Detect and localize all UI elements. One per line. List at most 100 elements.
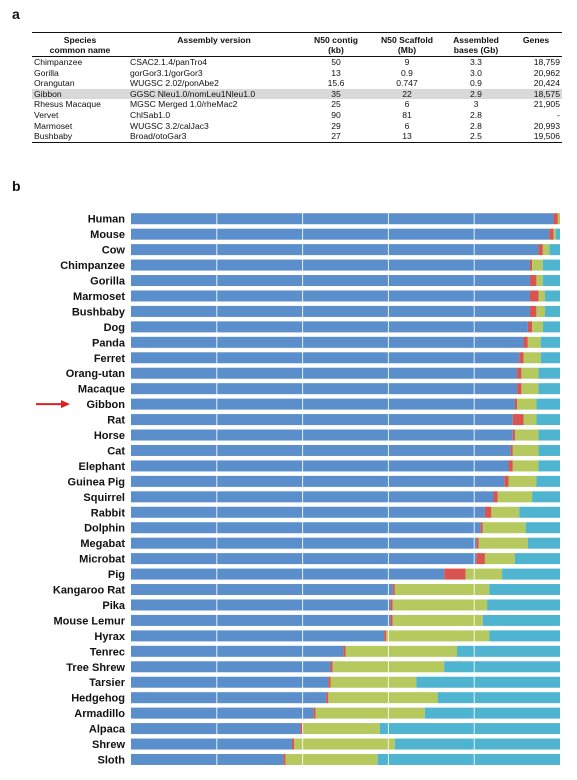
bar-segment-horse-s0 bbox=[131, 429, 513, 441]
bar-segment-panda-s3 bbox=[540, 336, 560, 348]
bar-segment-hyrax-s3 bbox=[489, 630, 560, 642]
bar-segment-megabat-s3 bbox=[527, 537, 560, 549]
bar-segment-armadillo-s3 bbox=[424, 707, 560, 719]
bar-segment-orang-utan-s3 bbox=[538, 367, 560, 379]
table-row: Gorilla gorGor3.1/gorGor3 13 0.9 3.0 20,962 bbox=[32, 68, 562, 79]
table-cell: 27 bbox=[331, 131, 341, 142]
bar-segment-macaque-s2 bbox=[521, 383, 539, 395]
bar-segment-alpaca-s0 bbox=[131, 723, 301, 735]
species-label: Cat bbox=[107, 445, 125, 457]
table-cell: Chimpanzee bbox=[34, 57, 83, 67]
bar-segment-gibbon-s3 bbox=[536, 398, 560, 410]
species-label: Marmoset bbox=[73, 291, 125, 303]
bar-segment-shrew-s1 bbox=[291, 738, 295, 750]
bar-segment-dolphin-s2 bbox=[482, 522, 526, 534]
table-cell: GGSC Nleu1.0/nomLeu1Nleu1.0 bbox=[128, 88, 300, 100]
bar-segment-rabbit-s1 bbox=[484, 506, 492, 518]
bar-segment-armadillo-s2 bbox=[315, 707, 425, 719]
species-label: Rabbit bbox=[91, 507, 126, 519]
table-cell: 0.9 bbox=[401, 67, 413, 78]
bar-segment-dolphin-s1 bbox=[480, 522, 483, 534]
bar-segment-sloth-s2 bbox=[285, 753, 378, 765]
bar-segment-microbat-s3 bbox=[514, 553, 560, 565]
species-label: Tarsier bbox=[89, 677, 126, 689]
species-label: Microbat bbox=[79, 554, 125, 566]
bar-segment-hedgehog-s3 bbox=[437, 692, 560, 704]
bar-segment-mouse-lemur-s1 bbox=[390, 614, 393, 626]
header-n50-contig: N50 contig (kb) bbox=[314, 35, 358, 55]
bar-segment-rabbit-s2 bbox=[491, 506, 520, 518]
bar-segment-macaque-s3 bbox=[538, 383, 560, 395]
table-cell: 15.6 bbox=[327, 78, 345, 89]
bar-segment-shrew-s2 bbox=[294, 738, 395, 750]
table-cell: 0.747 bbox=[396, 78, 418, 89]
bar-segment-alpaca-s1 bbox=[300, 723, 303, 735]
bar-segment-tarsier-s0 bbox=[131, 676, 329, 688]
panel-b-label: b bbox=[12, 178, 21, 194]
table-cell: 9 bbox=[404, 57, 410, 67]
bar-segment-cat-s1 bbox=[510, 444, 513, 456]
grid-layer bbox=[216, 209, 475, 768]
species-label: Tenrec bbox=[90, 646, 125, 658]
bar-segment-armadillo-s1 bbox=[313, 707, 316, 719]
species-label: Pika bbox=[102, 600, 126, 612]
bar-segment-orang-utan-s0 bbox=[131, 367, 518, 379]
bar-segment-panda-s0 bbox=[131, 336, 524, 348]
bar-segment-bushbaby-s2 bbox=[536, 305, 545, 317]
species-label: Bushbaby bbox=[72, 306, 126, 318]
species-label: Rat bbox=[107, 415, 125, 427]
table-cell: 25 bbox=[331, 99, 341, 110]
species-label: Mouse bbox=[90, 229, 125, 241]
bar-segment-gorilla-s1 bbox=[529, 275, 537, 287]
bar-segment-elephant-s2 bbox=[512, 460, 539, 472]
table-cell: 6 bbox=[404, 99, 410, 110]
bar-segment-rat-s0 bbox=[131, 414, 513, 426]
bar-segment-orang-utan-s1 bbox=[517, 367, 522, 379]
header-n50-scaffold: N50 Scaffold (Mb) bbox=[380, 35, 434, 55]
bar-segment-microbat-s1 bbox=[476, 553, 485, 565]
bar-segment-sloth-s3 bbox=[377, 753, 560, 765]
bar-segment-mouse-lemur-s0 bbox=[131, 614, 391, 626]
bar-segment-pika-s0 bbox=[131, 599, 391, 611]
bar-segment-cow-s1 bbox=[538, 244, 543, 256]
bar-segment-elephant-s3 bbox=[538, 460, 560, 472]
bar-segment-guinea-pig-s3 bbox=[536, 475, 560, 487]
table-cell: Vervet bbox=[34, 109, 59, 120]
bar-segment-tarsier-s2 bbox=[330, 676, 417, 688]
bar-segment-hyrax-s0 bbox=[131, 630, 385, 642]
bar-segment-macaque-s1 bbox=[517, 383, 522, 395]
bar-segment-mouse-s1 bbox=[549, 228, 554, 240]
bar-segment-cow-s2 bbox=[542, 244, 550, 256]
bar-segment-chimpanzee-s3 bbox=[542, 259, 560, 271]
table-cell: 13 bbox=[402, 131, 412, 142]
bar-segment-pika-s2 bbox=[392, 599, 488, 611]
table-cell: Gorilla bbox=[34, 67, 59, 78]
bar-segment-armadillo-s0 bbox=[131, 707, 314, 719]
bar-segment-mouse-s3 bbox=[555, 228, 560, 240]
species-label: Sloth bbox=[98, 754, 126, 766]
busco-stacked-bar-chart: Human Mouse Cow Chimpanzee Gorilla Marmoset Bu… bbox=[36, 209, 560, 768]
table-cell: Orangutan bbox=[34, 78, 75, 89]
table-cell: WUGSC 3.2/calJac3 bbox=[130, 120, 209, 131]
species-label: Shrew bbox=[92, 739, 125, 751]
species-label: Dog bbox=[104, 322, 125, 334]
bar-segment-dolphin-s0 bbox=[131, 522, 481, 534]
species-label: Hedgehog bbox=[71, 693, 125, 705]
panel-a-label: a bbox=[12, 6, 20, 22]
table-cell: gorGor3.1/gorGor3 bbox=[130, 67, 203, 78]
table-cell: 3.3 bbox=[470, 57, 482, 67]
table-cell: WUGSC 2.02/ponAbe2 bbox=[130, 78, 219, 89]
bar-segment-pig-s1 bbox=[444, 568, 466, 580]
bar-segment-guinea-pig-s0 bbox=[131, 475, 505, 487]
bar-segment-pig-s3 bbox=[502, 568, 560, 580]
table-cell: CSAC2.1.4/panTro4 bbox=[130, 57, 208, 67]
bar-segment-marmoset-s3 bbox=[544, 290, 560, 302]
bar-segment-pika-s1 bbox=[390, 599, 393, 611]
table-cell: 50 bbox=[331, 57, 341, 67]
bar-segment-hedgehog-s0 bbox=[131, 692, 327, 704]
species-label: Alpaca bbox=[89, 724, 126, 736]
bar-segment-elephant-s1 bbox=[508, 460, 513, 472]
bar-segment-alpaca-s3 bbox=[379, 723, 560, 735]
bar-segment-panda-s2 bbox=[527, 336, 541, 348]
bar-segment-orang-utan-s2 bbox=[521, 367, 539, 379]
